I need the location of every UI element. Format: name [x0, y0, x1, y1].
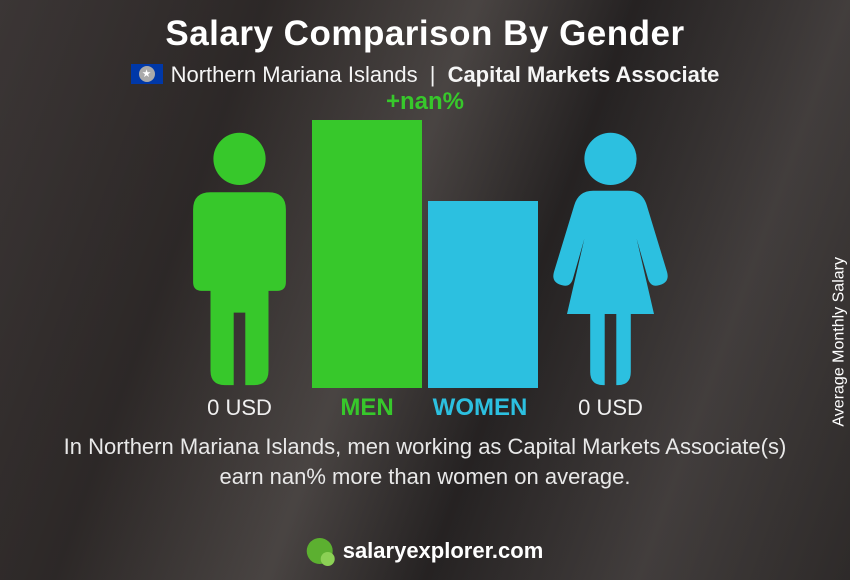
- subtitle: Northern Mariana Islands | Capital Marke…: [0, 62, 850, 88]
- job-title-text: Capital Markets Associate: [448, 62, 720, 87]
- footer: salaryexplorer.com: [307, 538, 544, 564]
- chart-row: [167, 120, 683, 388]
- description-text: In Northern Mariana Islands, men working…: [0, 432, 850, 491]
- women-category-label: WOMEN: [422, 394, 538, 422]
- salary-comparison-chart: +nan% 0 USD MEN WOMEN 0 USD Average Mont…: [0, 92, 850, 422]
- bar-men: [312, 120, 422, 388]
- flag-icon: [131, 64, 163, 84]
- female-icon: [538, 127, 683, 388]
- male-icon: [167, 127, 312, 388]
- yaxis-label: Average Monthly Salary: [831, 257, 849, 427]
- bar-women: [428, 201, 538, 388]
- men-category-label: MEN: [312, 394, 422, 422]
- site-name: salaryexplorer.com: [343, 538, 544, 564]
- women-value: 0 USD: [538, 395, 683, 421]
- men-value: 0 USD: [167, 395, 312, 421]
- delta-label: +nan%: [386, 88, 464, 116]
- separator: |: [430, 62, 436, 87]
- logo-icon: [307, 538, 333, 564]
- labels-row: 0 USD MEN WOMEN 0 USD: [167, 394, 683, 422]
- location-text: Northern Mariana Islands: [171, 62, 418, 87]
- page-title: Salary Comparison By Gender: [0, 0, 850, 54]
